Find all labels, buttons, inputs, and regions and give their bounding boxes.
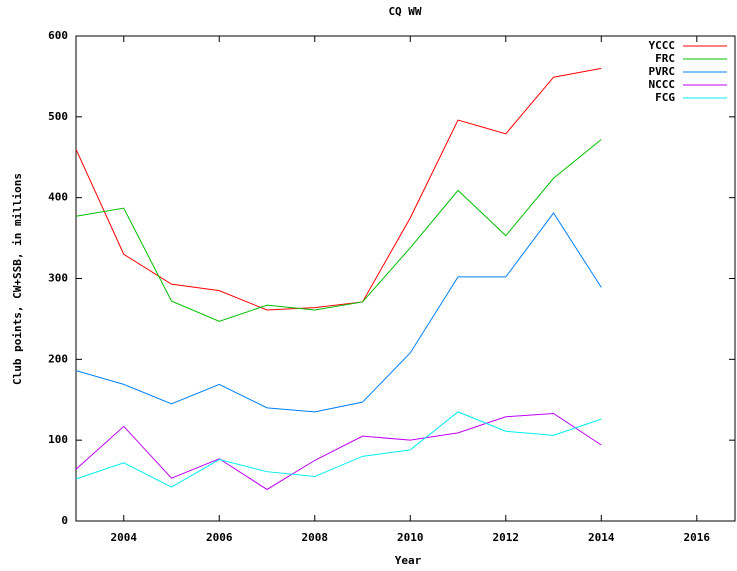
series-line: [75, 412, 602, 491]
chart-title: CQ WW: [388, 5, 421, 18]
legend-label: FRC: [655, 52, 675, 65]
x-axis-label: Year: [395, 554, 422, 567]
x-tick-label: 2006: [206, 531, 233, 544]
y-tick-label: 600: [48, 29, 68, 42]
series-line: [75, 411, 602, 488]
y-tick-label: 100: [48, 433, 68, 446]
x-tick-label: 2012: [493, 531, 520, 544]
y-tick-label: 400: [48, 191, 68, 204]
series-line: [75, 67, 602, 311]
series-line: [75, 139, 602, 322]
x-tick-label: 2016: [684, 531, 711, 544]
legend-label: YCCC: [649, 39, 676, 52]
legend-label: FCG: [655, 91, 675, 104]
y-axis-label: Club points, CW+SSB, in millions: [11, 173, 24, 385]
x-tick-label: 2008: [302, 531, 329, 544]
x-tick-label: 2004: [111, 531, 138, 544]
y-tick-label: 0: [61, 514, 68, 527]
legend-label: PVRC: [649, 65, 676, 78]
x-tick-label: 2014: [588, 531, 615, 544]
plot-border: [75, 35, 736, 522]
y-tick-label: 300: [48, 272, 68, 285]
legend-label: NCCC: [649, 78, 676, 91]
y-tick-label: 200: [48, 352, 68, 365]
series-line: [75, 212, 602, 413]
x-tick-label: 2010: [397, 531, 424, 544]
y-tick-label: 500: [48, 110, 68, 123]
